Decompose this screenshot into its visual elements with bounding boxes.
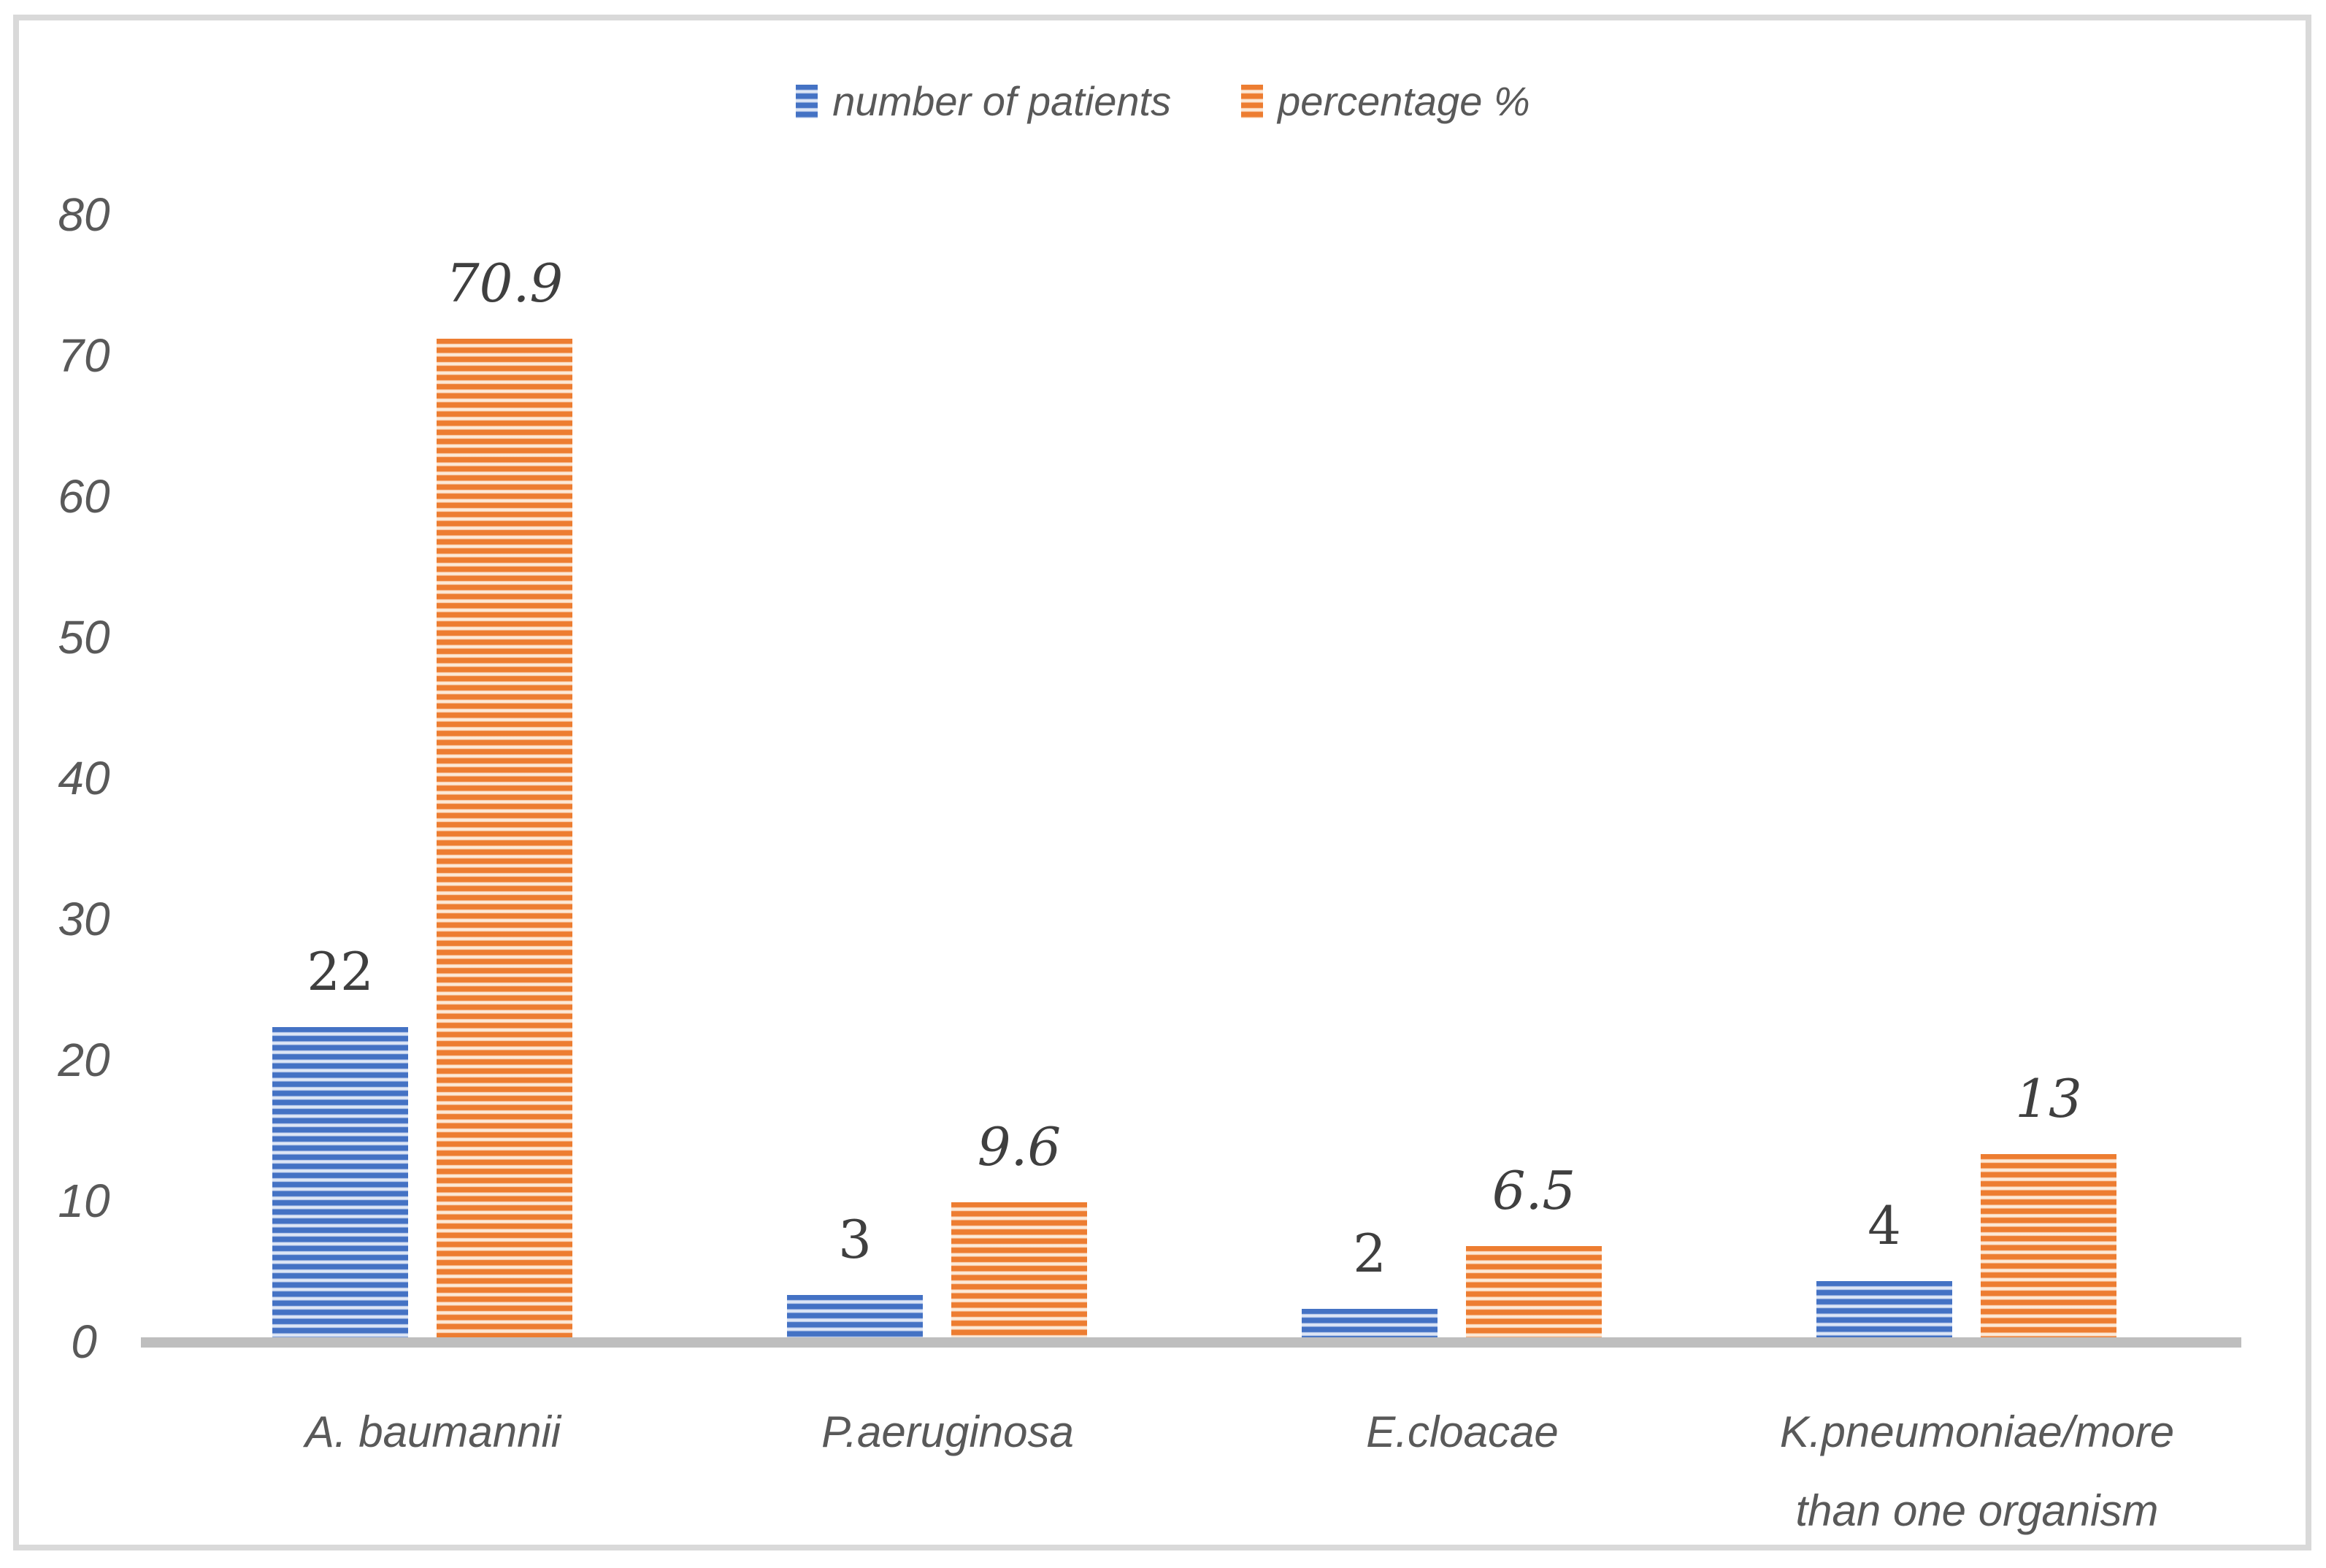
y-tick-10: 10 (58, 1175, 110, 1227)
number-of-patients-bar-4 (1816, 1281, 1952, 1337)
y-tick-60: 60 (58, 470, 110, 523)
legend-entry-number-of-patients: number of patients (796, 77, 1171, 125)
legend-label-percentage: percentage % (1278, 78, 1530, 124)
y-tick-80: 80 (58, 188, 110, 241)
percentage-value-label-4: 13 (2015, 1068, 2082, 1129)
percentage-value-label-2: 9.6 (977, 1116, 1062, 1177)
percentage-bar-3 (1466, 1246, 1602, 1337)
chart-border-frame (13, 15, 2311, 1550)
category-label-1: A. baumannii (304, 1407, 561, 1456)
y-tick-50: 50 (58, 611, 110, 664)
y-tick-70: 70 (58, 329, 110, 382)
category-label-4: K.pneumoniae/more than one organism (1779, 1407, 2175, 1535)
y-tick-30: 30 (58, 893, 110, 945)
number-of-patients-value-label-3: 2 (1353, 1223, 1386, 1284)
number-of-patients-value-label-4: 4 (1868, 1195, 1901, 1256)
x-axis-line (141, 1337, 2241, 1348)
category-label-3: E.cloacae (1366, 1407, 1559, 1456)
y-tick-0: 0 (71, 1315, 97, 1368)
y-tick-20: 20 (58, 1034, 110, 1086)
legend: number of patients percentage % (0, 77, 2326, 125)
category-label-2: P.aeruginosa (821, 1407, 1074, 1456)
number-of-patients-value-label-2: 3 (838, 1209, 872, 1270)
number-of-patients-value-label-1: 22 (307, 941, 374, 1002)
legend-swatch-percentage (1241, 84, 1264, 118)
percentage-bar-4 (1981, 1154, 2116, 1337)
percentage-bar-2 (951, 1202, 1087, 1337)
number-of-patients-bar-3 (1302, 1309, 1438, 1337)
percentage-value-label-3: 6.5 (1492, 1160, 1576, 1221)
percentage-bar-1 (437, 339, 572, 1337)
number-of-patients-bar-2 (787, 1295, 923, 1337)
legend-label-number-of-patients: number of patients (832, 78, 1172, 124)
percentage-value-label-1: 70.9 (445, 253, 564, 314)
number-of-patients-bar-1 (272, 1027, 408, 1337)
legend-entry-percentage: percentage % (1241, 77, 1530, 125)
y-tick-40: 40 (58, 752, 110, 804)
legend-swatch-number-of-patients (796, 84, 818, 118)
